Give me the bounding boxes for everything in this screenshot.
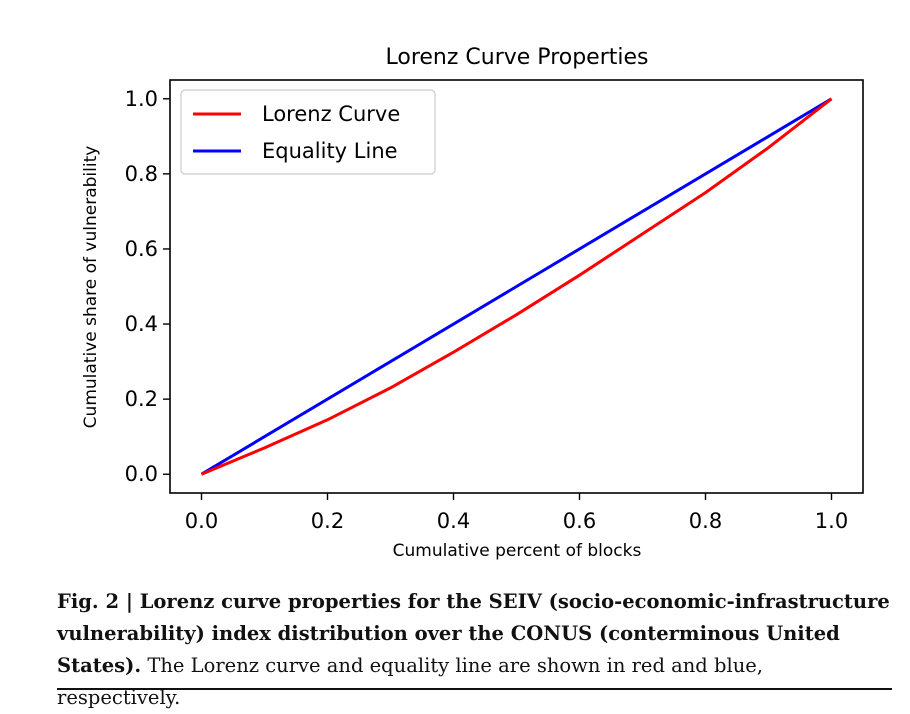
plot-area: [200, 97, 833, 476]
y-tick-label: 0.2: [125, 387, 158, 411]
x-axis-label: Cumulative percent of blocks: [393, 541, 642, 561]
y-tick-label: 0.6: [125, 237, 158, 261]
x-tick-label: 0.8: [689, 509, 722, 533]
plot-frame: [169, 79, 864, 494]
legend: Lorenz Curve Equality Line: [180, 89, 436, 175]
series-line-equality: [200, 97, 833, 476]
x-tick-label: 0.2: [311, 509, 344, 533]
y-axis-ticks: 0.0 0.2 0.4 0.6 0.8 1.0: [125, 87, 170, 486]
caption-label: Fig. 2 | Lorenz curve properties for the…: [57, 590, 890, 677]
y-tick-label: 0.8: [125, 162, 158, 186]
x-tick-label: 1.0: [815, 509, 848, 533]
figure-caption: Fig. 2 | Lorenz curve properties for the…: [57, 586, 892, 714]
x-tick-label: 0.4: [437, 509, 470, 533]
y-axis-label: Cumulative share of vulnerability: [81, 146, 101, 429]
y-tick-label: 0.4: [125, 312, 158, 336]
legend-label-equality: Equality Line: [262, 139, 398, 163]
caption-text: The Lorenz curve and equality line are s…: [57, 654, 764, 709]
legend-box: [180, 89, 436, 175]
x-tick-label: 0.0: [185, 509, 218, 533]
legend-label-lorenz: Lorenz Curve: [262, 102, 400, 126]
chart-title: Lorenz Curve Properties: [386, 45, 649, 70]
caption-rule: [57, 688, 892, 690]
x-tick-label: 0.6: [563, 509, 596, 533]
lorenz-chart: Lorenz Curve Properties 0.0 0.2 0.4 0.6 0.8 1…: [81, 45, 864, 561]
y-tick-label: 1.0: [125, 87, 158, 111]
x-axis-ticks: 0.0 0.2 0.4 0.6 0.8 1.0: [185, 493, 848, 533]
y-tick-label: 0.0: [125, 462, 158, 486]
series-line-lorenz: [200, 97, 833, 476]
